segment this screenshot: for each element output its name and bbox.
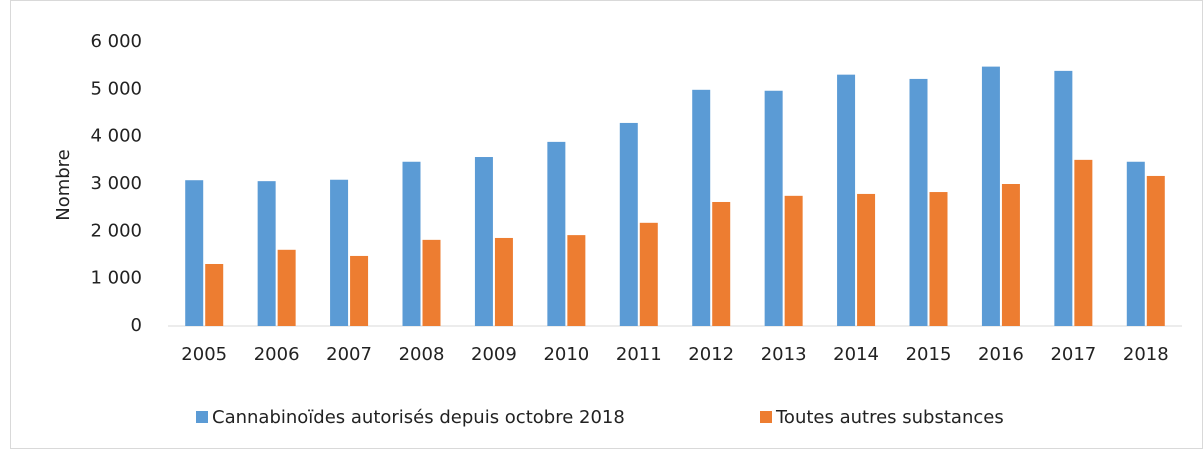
x-tick-label: 2013	[761, 344, 807, 365]
legend-label: Toutes autres substances	[775, 407, 1004, 428]
x-tick-label: 2012	[688, 344, 734, 365]
bar	[1126, 161, 1145, 326]
x-tick-label: 2005	[181, 344, 227, 365]
bar	[330, 179, 349, 326]
bar	[474, 157, 493, 326]
bar	[981, 66, 1000, 326]
bar	[350, 255, 369, 326]
bar	[257, 181, 276, 326]
y-tick-label: 3 000	[90, 173, 142, 194]
bar	[1074, 159, 1093, 326]
bar	[422, 239, 441, 326]
bar	[712, 201, 731, 326]
bar	[205, 263, 224, 326]
bar	[692, 89, 711, 326]
bar	[837, 74, 856, 326]
x-tick-label: 2008	[399, 344, 445, 365]
bar	[909, 78, 928, 326]
x-tick-label: 2009	[471, 344, 517, 365]
x-tick-label: 2006	[254, 344, 300, 365]
bar	[784, 195, 803, 326]
bar	[1001, 184, 1020, 326]
bar	[1146, 175, 1165, 326]
bar	[929, 192, 948, 326]
bar	[277, 249, 296, 326]
bar	[567, 235, 586, 326]
x-tick-label: 2015	[906, 344, 952, 365]
bar	[494, 237, 513, 326]
y-tick-label: 2 000	[90, 220, 142, 241]
y-tick-label: 4 000	[90, 126, 142, 147]
x-tick-label: 2007	[326, 344, 372, 365]
y-tick-label: 5 000	[90, 78, 142, 99]
bar	[1054, 70, 1073, 326]
y-tick-label: 0	[131, 315, 142, 336]
bar	[185, 180, 204, 326]
x-tick-label: 2014	[833, 344, 879, 365]
bar	[639, 222, 658, 326]
legend-label: Cannabinoïdes autorisés depuis octobre 2…	[212, 407, 625, 428]
x-tick-label: 2018	[1123, 344, 1169, 365]
y-tick-label: 6 000	[90, 31, 142, 52]
x-tick-label: 2017	[1050, 344, 1096, 365]
x-tick-label: 2010	[543, 344, 589, 365]
bar	[857, 193, 876, 326]
bar	[547, 141, 566, 326]
bar	[402, 161, 421, 326]
bar	[764, 90, 783, 327]
x-tick-label: 2016	[978, 344, 1024, 365]
legend-swatch	[760, 411, 772, 423]
legend-swatch	[196, 411, 208, 423]
y-tick-label: 1 000	[90, 268, 142, 289]
x-tick-label: 2011	[616, 344, 662, 365]
bar	[619, 122, 638, 326]
y-axis-label: Nombre	[53, 149, 74, 221]
